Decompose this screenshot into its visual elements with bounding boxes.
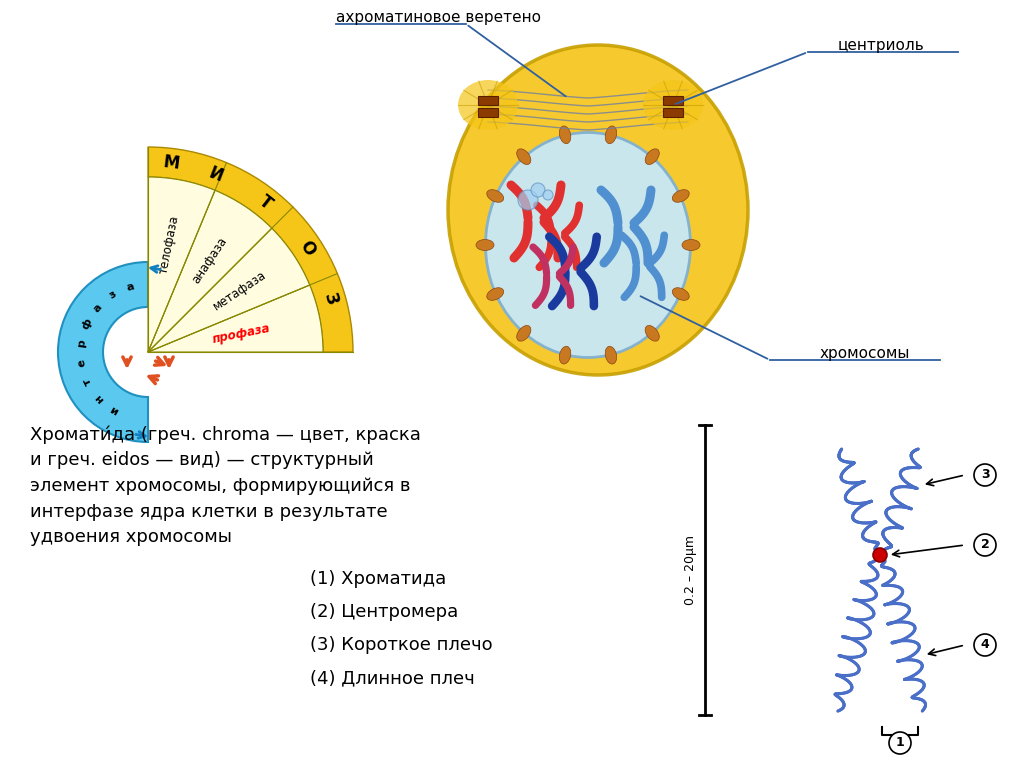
Text: метафаза: метафаза [211,268,268,313]
Ellipse shape [605,126,616,143]
Text: телофаза: телофаза [158,213,181,275]
Circle shape [518,190,538,210]
Text: т: т [82,377,94,387]
Bar [478,108,498,117]
Wedge shape [58,262,148,442]
Ellipse shape [645,325,659,341]
Circle shape [531,183,545,197]
Text: (1) Хроматида: (1) Хроматида [310,570,446,588]
Text: ахроматиновое веретено: ахроматиновое веретено [336,10,541,25]
Circle shape [974,634,996,656]
Circle shape [974,464,996,486]
Ellipse shape [486,288,504,301]
Wedge shape [148,190,271,352]
Ellipse shape [605,347,616,364]
Wedge shape [148,177,215,352]
Text: Т: Т [255,192,275,213]
Ellipse shape [458,80,518,130]
Text: а: а [91,301,103,314]
Bar [663,108,683,117]
Ellipse shape [643,80,703,130]
Text: З: З [321,291,341,308]
Text: (4) Длинное плеч: (4) Длинное плеч [310,669,475,687]
Ellipse shape [517,149,530,164]
Text: хромосомы: хромосомы [820,346,910,361]
Text: е: е [77,358,87,367]
Wedge shape [148,147,353,352]
Ellipse shape [559,126,570,143]
Wedge shape [148,285,323,352]
Ellipse shape [645,149,659,164]
Ellipse shape [682,239,700,251]
Ellipse shape [673,288,689,301]
Text: 1: 1 [896,736,904,749]
Text: 0.2 – 20μm: 0.2 – 20μm [684,535,697,605]
Ellipse shape [486,189,504,202]
Ellipse shape [559,347,570,364]
Text: И: И [207,163,225,186]
Text: 2: 2 [981,538,989,551]
Bar [478,96,498,105]
Text: ф: ф [80,318,94,331]
Text: з: з [108,289,118,301]
Ellipse shape [673,189,689,202]
Text: центриоль: центриоль [838,38,925,53]
Text: р: р [76,339,87,347]
Text: 4: 4 [981,638,989,651]
Circle shape [543,190,553,200]
Ellipse shape [517,325,530,341]
Circle shape [889,732,911,754]
Circle shape [974,534,996,556]
Text: О: О [296,238,318,259]
Text: анафаза: анафаза [189,235,229,286]
Ellipse shape [485,133,690,357]
Text: (2) Центромера: (2) Центромера [310,603,459,621]
Text: 3: 3 [981,469,989,482]
Text: (3) Короткое плечо: (3) Короткое плечо [310,636,493,654]
Text: и: и [109,403,121,416]
Text: Хромати́да (греч. chroma — цвет, краска
и греч. eidos — вид) — структурный
элеме: Хромати́да (греч. chroma — цвет, краска … [30,425,421,546]
Bar [663,96,683,105]
Circle shape [873,548,887,562]
Text: н: н [93,392,105,404]
Text: а: а [126,281,135,293]
Text: М: М [162,153,180,173]
Wedge shape [148,229,309,352]
Ellipse shape [449,45,748,375]
Ellipse shape [476,239,494,251]
Text: профаза: профаза [211,321,271,346]
